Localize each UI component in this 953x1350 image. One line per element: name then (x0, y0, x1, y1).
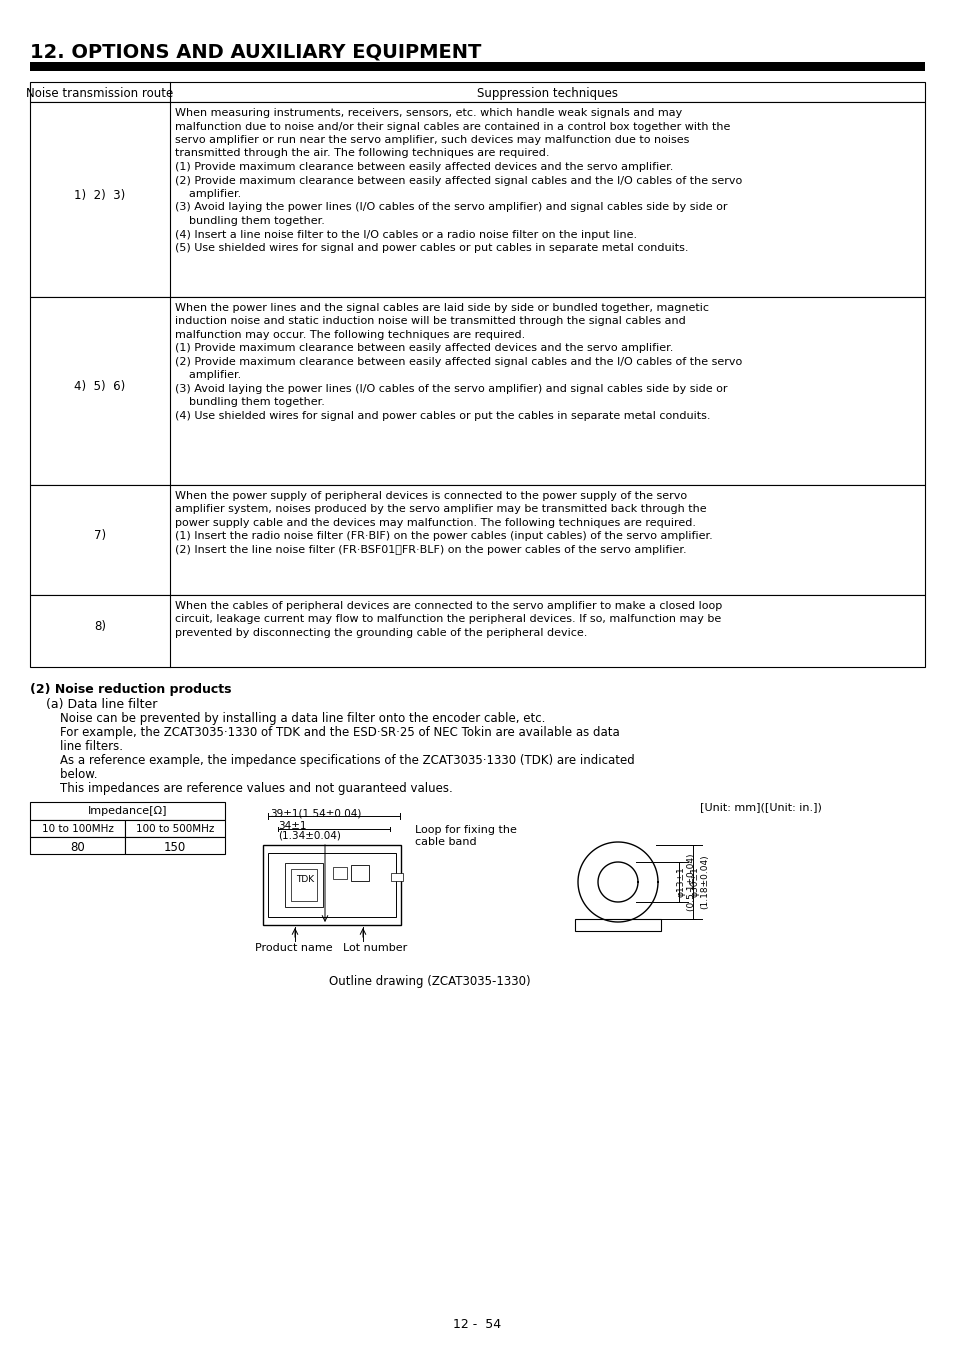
Text: φ30±1
(1.18±0.04): φ30±1 (1.18±0.04) (690, 855, 709, 910)
Bar (263, 845, 400, 925)
Text: (3) Avoid laying the power lines (I/O cables of the servo amplifier) and signal : (3) Avoid laying the power lines (I/O ca… (174, 202, 727, 212)
Text: For example, the ZCAT3035·1330 of TDK and the ESD·SR·25 of NEC Tokin are availab: For example, the ZCAT3035·1330 of TDK an… (30, 726, 619, 738)
Text: (4) Use shielded wires for signal and power cables or put the cables in separate: (4) Use shielded wires for signal and po… (174, 410, 710, 421)
Text: As a reference example, the impedance specifications of the ZCAT3035·1330 (TDK) : As a reference example, the impedance sp… (30, 755, 634, 767)
Text: Outline drawing (ZCAT3035-1330): Outline drawing (ZCAT3035-1330) (329, 975, 530, 988)
Text: (1) Provide maximum clearance between easily affected devices and the servo ampl: (1) Provide maximum clearance between ea… (174, 343, 673, 354)
Text: Noise can be prevented by installing a data line filter onto the encoder cable, : Noise can be prevented by installing a d… (30, 711, 545, 725)
Bar (30, 819, 125, 837)
Text: 8): 8) (94, 621, 106, 633)
Text: Noise transmission route: Noise transmission route (27, 86, 173, 100)
Bar (351, 865, 369, 882)
Bar (125, 819, 225, 837)
Text: prevented by disconnecting the grounding cable of the peripheral device.: prevented by disconnecting the grounding… (174, 628, 587, 639)
Text: amplifier.: amplifier. (174, 189, 241, 198)
Bar (30, 595, 924, 667)
Bar (30, 802, 225, 819)
Bar (391, 873, 402, 882)
Text: amplifier system, noises produced by the servo amplifier may be transmitted back: amplifier system, noises produced by the… (174, 505, 706, 514)
Text: 80: 80 (71, 841, 85, 855)
Text: below.: below. (30, 768, 97, 782)
Text: This impedances are reference values and not guaranteed values.: This impedances are reference values and… (30, 782, 453, 795)
Text: circuit, leakage current may flow to malfunction the peripheral devices. If so, : circuit, leakage current may flow to mal… (174, 614, 720, 625)
Text: (1) Provide maximum clearance between easily affected devices and the servo ampl: (1) Provide maximum clearance between ea… (174, 162, 673, 171)
Text: induction noise and static induction noise will be transmitted through the signa: induction noise and static induction noi… (174, 316, 685, 327)
Text: (2) Provide maximum clearance between easily affected signal cables and the I/O : (2) Provide maximum clearance between ea… (174, 176, 741, 185)
Text: 100 to 500MHz: 100 to 500MHz (135, 824, 214, 834)
Text: (2) Insert the line noise filter (FR·BSF01・FR·BLF) on the power cables of the se: (2) Insert the line noise filter (FR·BSF… (174, 545, 686, 555)
Bar (333, 867, 347, 879)
Text: line filters.: line filters. (30, 740, 123, 753)
Text: 4)  5)  6): 4) 5) 6) (74, 381, 126, 393)
Text: malfunction due to noise and/or their signal cables are contained in a control b: malfunction due to noise and/or their si… (174, 122, 730, 131)
Text: φ13±1
(0.5 1±0.04): φ13±1 (0.5 1±0.04) (676, 853, 695, 911)
Text: malfunction may occur. The following techniques are required.: malfunction may occur. The following tec… (174, 329, 525, 340)
Bar (125, 837, 225, 855)
Text: 12. OPTIONS AND AUXILIARY EQUIPMENT: 12. OPTIONS AND AUXILIARY EQUIPMENT (30, 42, 481, 61)
Text: servo amplifier or run near the servo amplifier, such devices may malfunction du: servo amplifier or run near the servo am… (174, 135, 689, 144)
Bar (30, 103, 924, 297)
Text: Product name: Product name (254, 944, 333, 953)
Text: bundling them together.: bundling them together. (174, 216, 325, 225)
Text: When measuring instruments, receivers, sensors, etc. which handle weak signals a: When measuring instruments, receivers, s… (174, 108, 681, 117)
Bar (285, 863, 323, 907)
Text: (2) Noise reduction products: (2) Noise reduction products (30, 683, 232, 697)
Bar (30, 485, 924, 595)
Text: Impedance[Ω]: Impedance[Ω] (88, 806, 167, 815)
Text: Lot number: Lot number (343, 944, 407, 953)
Text: 10 to 100MHz: 10 to 100MHz (42, 824, 113, 834)
Text: 1)  2)  3): 1) 2) 3) (74, 189, 126, 202)
Text: [Unit: mm]([Unit: in.]): [Unit: mm]([Unit: in.]) (700, 802, 821, 811)
Text: 7): 7) (93, 529, 106, 543)
Text: power supply cable and the devices may malfunction. The following techniques are: power supply cable and the devices may m… (174, 518, 696, 528)
Text: (5) Use shielded wires for signal and power cables or put cables in separate met: (5) Use shielded wires for signal and po… (174, 243, 688, 252)
Text: Loop for fixing the: Loop for fixing the (415, 825, 517, 836)
Text: (a) Data line filter: (a) Data line filter (30, 698, 157, 711)
Text: Suppression techniques: Suppression techniques (476, 86, 618, 100)
Text: (1.34±0.04): (1.34±0.04) (277, 832, 340, 841)
Text: 34±1: 34±1 (277, 821, 306, 832)
Text: When the power supply of peripheral devices is connected to the power supply of : When the power supply of peripheral devi… (174, 491, 686, 501)
Text: (4) Insert a line noise filter to the I/O cables or a radio noise filter on the : (4) Insert a line noise filter to the I/… (174, 230, 637, 239)
Text: bundling them together.: bundling them together. (174, 397, 325, 408)
Text: cable band: cable band (415, 837, 476, 846)
Text: 39±1(1.54±0.04): 39±1(1.54±0.04) (270, 809, 361, 819)
Bar (30, 297, 924, 485)
Text: (2) Provide maximum clearance between easily affected signal cables and the I/O : (2) Provide maximum clearance between ea… (174, 356, 741, 367)
Text: transmitted through the air. The following techniques are required.: transmitted through the air. The followi… (174, 148, 549, 158)
Bar (268, 853, 395, 917)
Bar (30, 62, 924, 72)
Text: 12 -  54: 12 - 54 (453, 1318, 500, 1331)
Text: TDK: TDK (295, 875, 314, 884)
Bar (30, 837, 125, 855)
Text: When the power lines and the signal cables are laid side by side or bundled toge: When the power lines and the signal cabl… (174, 302, 708, 313)
Text: (3) Avoid laying the power lines (I/O cables of the servo amplifier) and signal : (3) Avoid laying the power lines (I/O ca… (174, 383, 727, 394)
Text: When the cables of peripheral devices are connected to the servo amplifier to ma: When the cables of peripheral devices ar… (174, 601, 721, 612)
Bar (575, 919, 660, 931)
Text: amplifier.: amplifier. (174, 370, 241, 381)
Text: 150: 150 (164, 841, 186, 855)
Bar (291, 869, 316, 900)
Text: (1) Insert the radio noise filter (FR·BIF) on the power cables (input cables) of: (1) Insert the radio noise filter (FR·BI… (174, 532, 712, 541)
Bar (30, 82, 924, 103)
